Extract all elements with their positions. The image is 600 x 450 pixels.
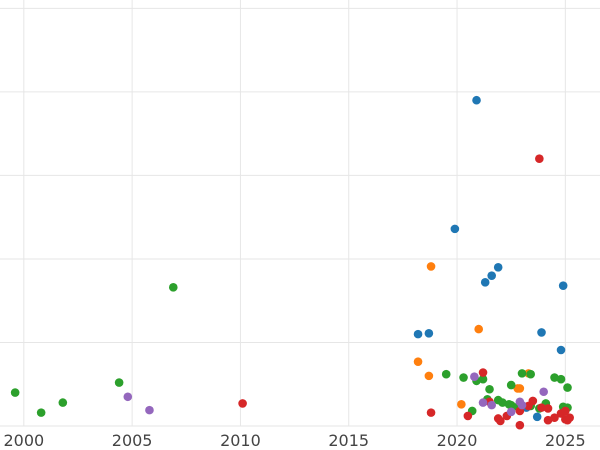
data-point [463,411,473,421]
data-point [561,406,570,416]
data-point [537,328,546,337]
data-point [487,400,496,410]
data-point [480,278,490,287]
data-point [114,378,124,387]
data-point [504,399,514,409]
data-point [543,404,553,413]
data-point [441,369,451,379]
data-point [413,357,423,366]
grid [0,0,600,427]
data-point [426,262,436,271]
data-point [459,373,468,382]
data-point [413,329,423,339]
data-point [526,369,535,379]
data-point [478,398,488,407]
data-point [485,384,494,394]
x-tick-label: 2010 [220,431,261,450]
data-point [58,398,68,407]
data-point [36,408,46,417]
data-point [563,383,572,392]
data-point [556,374,566,384]
data-point [474,324,484,334]
data-point [565,413,574,422]
data-point [543,415,553,425]
x-tick-label: 2005 [112,431,153,450]
x-tick-label: 2000 [3,431,44,450]
data-point [550,413,559,422]
data-points [10,95,574,430]
data-point [470,372,479,382]
data-point [478,374,488,384]
data-point [528,396,538,406]
x-tick-label: 2020 [437,431,478,450]
data-point [558,281,568,290]
data-point [537,403,546,412]
x-tick-label: 2025 [545,431,586,450]
data-point [532,412,542,422]
data-point [517,400,527,410]
data-point [145,405,154,415]
data-point [472,95,481,105]
data-point [123,392,133,402]
data-point [556,345,566,355]
data-point [487,271,496,280]
data-point [535,154,544,164]
x-tick-label: 2015 [328,431,369,450]
data-point [515,384,525,393]
data-point [450,224,460,234]
data-point [496,416,505,426]
data-point [424,371,434,381]
data-point [478,368,488,377]
data-point [498,398,507,407]
data-point [426,408,436,417]
data-point [506,380,516,390]
data-point [168,283,178,292]
x-axis-ticks: 2000 2005 2010 2015 2020 2025 [3,431,585,450]
data-point [424,328,434,338]
data-point [515,420,525,430]
data-point [457,399,466,409]
data-point [517,369,527,378]
data-point [550,373,559,382]
data-point [10,388,20,397]
data-point [238,399,247,408]
data-point [506,407,516,417]
data-point [493,262,503,272]
data-point [539,387,548,397]
